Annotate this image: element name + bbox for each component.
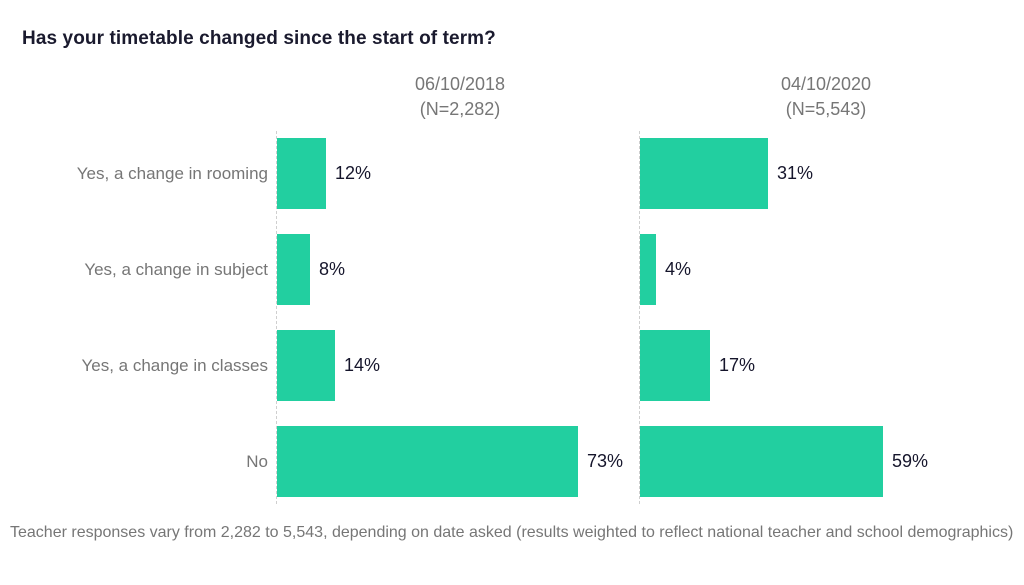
value-label-series0-row1: 8% [319,259,346,279]
category-label-rooming: Yes, a change in rooming [76,163,268,183]
value-label-series1-row3: 59% [892,451,929,471]
bar-series0-row0 [277,138,326,209]
value-label-series0-row2: 14% [344,355,381,375]
chart-title: Has your timetable changed since the sta… [22,28,496,49]
bar-series1-row0 [640,138,768,209]
bar-series1-row1 [640,234,656,305]
column-header-2020: 04/10/2020 (N=5,543) [706,72,946,122]
value-label-series0-row3: 73% [587,451,624,471]
column-header-2018: 06/10/2018 (N=2,282) [340,72,580,122]
bar-series0-row2 [277,330,335,401]
series-date-label: 06/10/2018 [414,74,506,94]
category-label-classes: Yes, a change in classes [81,355,269,375]
value-label-series1-row0: 31% [777,163,814,183]
value-label-series1-row2: 17% [719,355,756,375]
chart-panel-2018: 12% 8% 14% 73% [276,131,624,504]
series-date-label: 04/10/2020 [780,74,872,94]
value-label-series1-row1: 4% [665,259,692,279]
category-label-no: No [246,451,268,471]
chart-panel-2020: 31% 4% 17% 59% [639,131,1015,504]
bar-series1-row3 [640,426,883,497]
bar-series0-row3 [277,426,578,497]
bar-series1-row2 [640,330,710,401]
category-label-subject: Yes, a change in subject [84,259,268,279]
footnote: Teacher responses vary from 2,282 to 5,5… [10,524,1014,541]
bar-series0-row1 [277,234,310,305]
series-n-label: (N=5,543) [785,99,867,119]
series-n-label: (N=2,282) [419,99,501,119]
value-label-series0-row0: 12% [335,163,372,183]
